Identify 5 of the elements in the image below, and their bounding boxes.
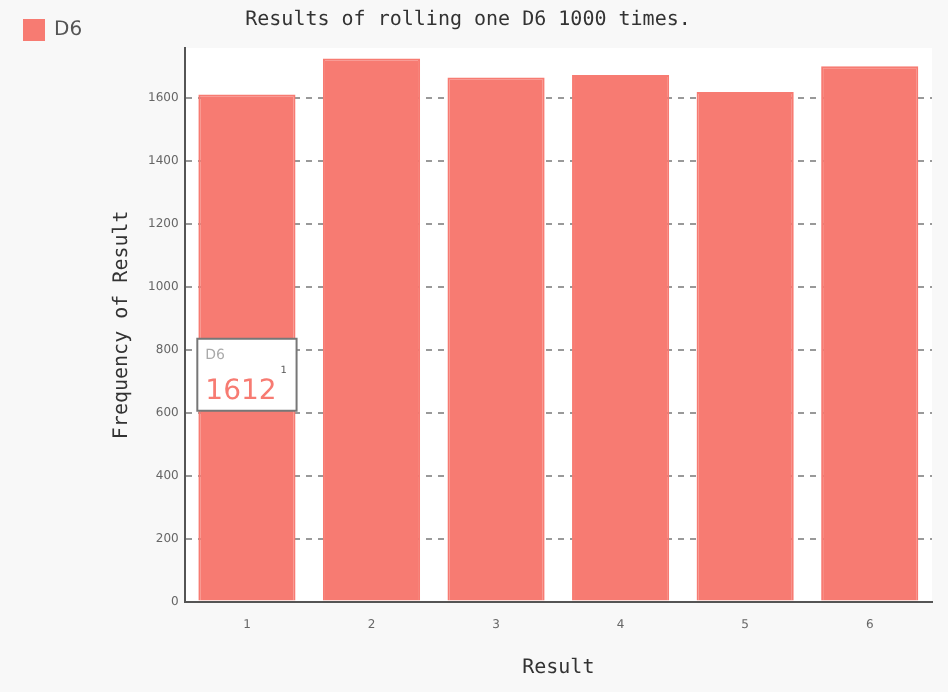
x-axis-title: Result (522, 657, 595, 680)
y-axis-title: Frequency of Result (111, 210, 134, 440)
chart-title: Results of rolling one D6 1000 times. (245, 9, 691, 32)
annotation: 1612 (205, 374, 277, 407)
legend-label: D6 (54, 19, 83, 42)
